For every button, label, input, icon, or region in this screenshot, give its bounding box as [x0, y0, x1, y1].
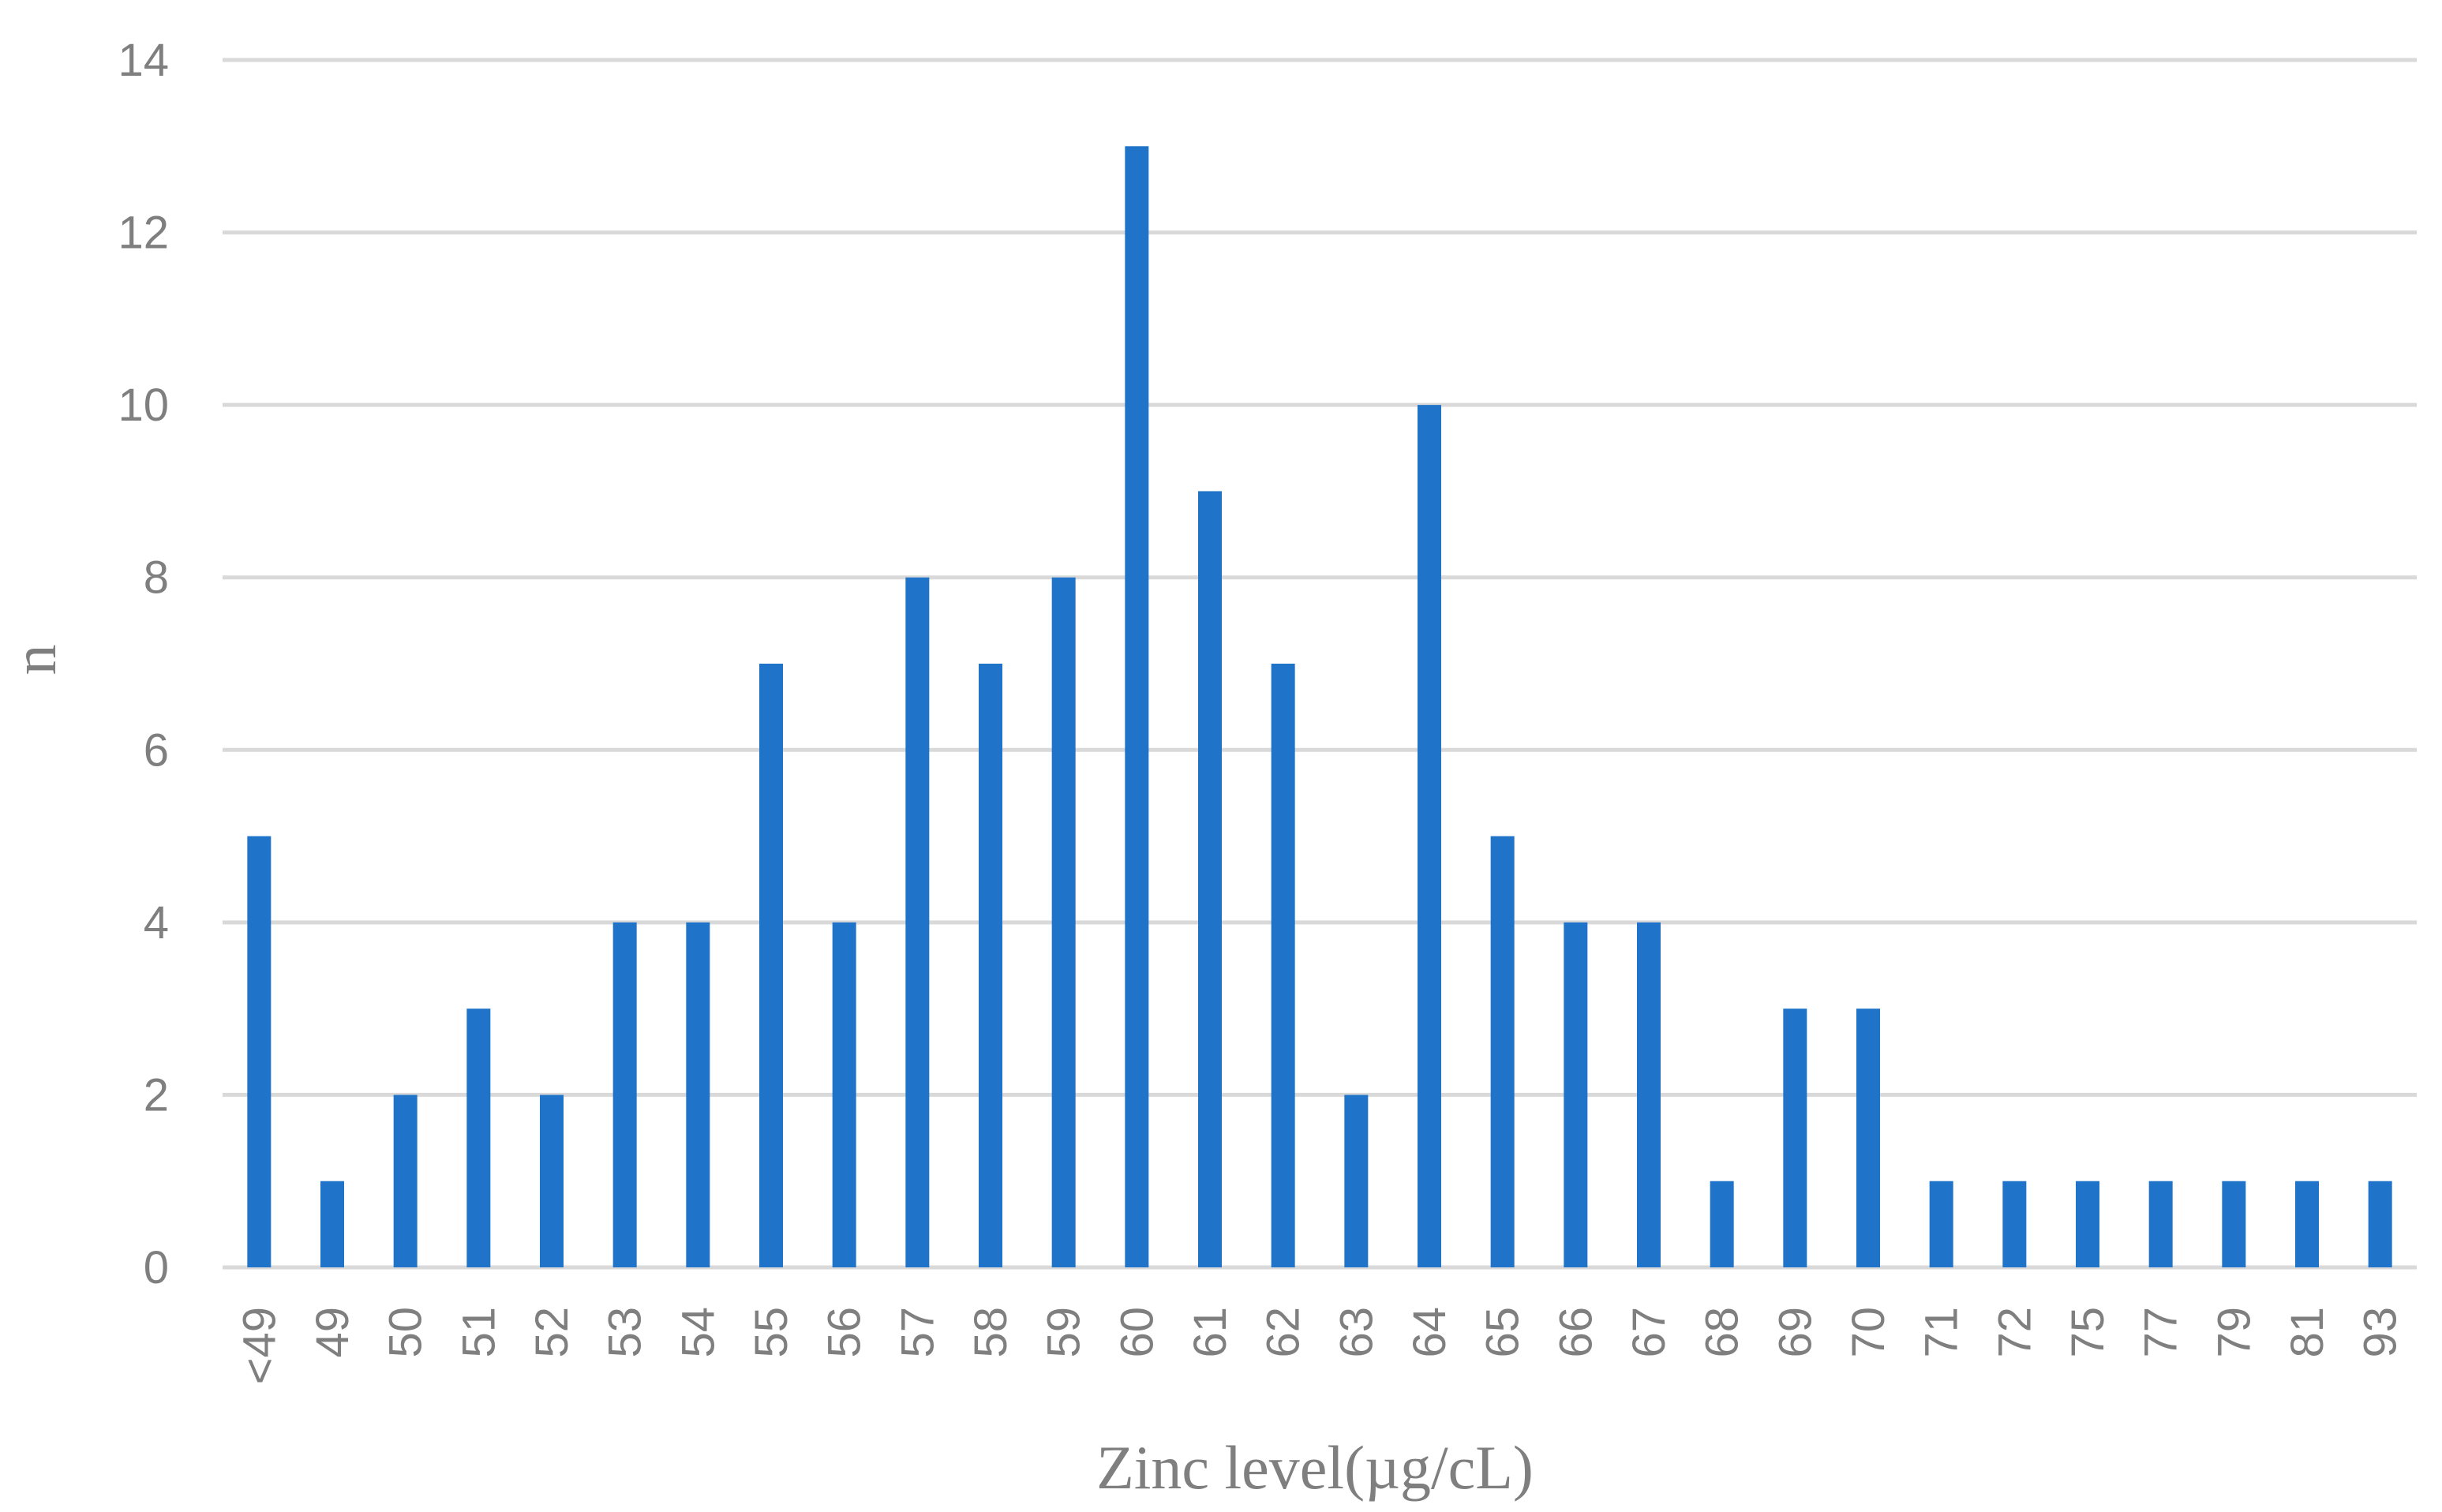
bar-77	[2148, 1181, 2173, 1267]
x-tick-label: 61	[1185, 1307, 1236, 1358]
y-tick-label: 6	[144, 724, 169, 776]
bar-57	[905, 577, 930, 1267]
x-tick-label: 70	[1843, 1307, 1894, 1358]
bar-59	[1051, 577, 1076, 1267]
x-tick-label: 51	[453, 1307, 504, 1358]
x-tick-label: 55	[746, 1307, 797, 1358]
x-tick-label: 56	[819, 1307, 871, 1358]
bar-56	[832, 922, 856, 1267]
bar-51	[466, 1009, 491, 1267]
bar-62	[1271, 664, 1295, 1267]
x-axis-title: Zinc level(µg/cL)	[1096, 1433, 1534, 1502]
bar-68	[1710, 1181, 1734, 1267]
bar-67	[1637, 922, 1661, 1267]
x-tick-label: 93	[2355, 1307, 2406, 1358]
x-tick-label: 59	[1039, 1307, 1090, 1358]
bar-60	[1125, 146, 1149, 1267]
y-tick-label: 10	[118, 380, 169, 431]
bar-81	[2295, 1181, 2319, 1267]
y-tick-label: 12	[118, 208, 169, 259]
x-tick-label: 69	[1770, 1307, 1821, 1358]
bar-72	[2002, 1181, 2027, 1267]
x-tick-label: 75	[2062, 1307, 2114, 1358]
bar-93	[2368, 1181, 2392, 1267]
bar-lt49	[247, 836, 272, 1267]
x-tick-label: <49	[234, 1307, 285, 1384]
bar-65	[1490, 836, 1515, 1267]
x-tick-label: 67	[1624, 1307, 1675, 1358]
bar-61	[1198, 491, 1222, 1267]
bar-70	[1856, 1009, 1880, 1267]
x-tick-label: 66	[1550, 1307, 1601, 1358]
y-tick-label: 2	[144, 1069, 169, 1121]
bar-50	[393, 1095, 418, 1267]
x-tick-label: 53	[600, 1307, 651, 1358]
bar-75	[2076, 1181, 2099, 1267]
x-tick-label: 63	[1331, 1307, 1382, 1358]
x-tick-label: 52	[526, 1307, 578, 1358]
x-tick-label: 68	[1697, 1307, 1748, 1358]
x-tick-label: 72	[1989, 1307, 2040, 1358]
x-tick-label: 71	[1916, 1307, 1968, 1358]
bar-71	[1929, 1181, 1953, 1267]
y-axis-ticks: 0 2 4 6 8 10 12 14	[118, 35, 169, 1293]
x-tick-label: 79	[2208, 1307, 2260, 1358]
x-tick-label: 77	[2136, 1307, 2187, 1358]
x-tick-label: 57	[892, 1307, 943, 1358]
y-axis-title: n	[0, 645, 69, 676]
x-tick-label: 64	[1404, 1307, 1455, 1358]
x-tick-label: 81	[2282, 1307, 2333, 1358]
bar-49	[320, 1181, 344, 1267]
bar-53	[612, 922, 637, 1267]
gridlines	[223, 58, 2417, 1270]
x-axis-ticks: <49 49 50 51 52 53 54 55 56 57 58 59 60 61 62 63 64 65 66 6…	[234, 1307, 2406, 1384]
y-tick-label: 14	[118, 35, 169, 86]
bar-54	[686, 922, 710, 1267]
x-tick-label: 58	[965, 1307, 1017, 1358]
x-tick-label: 62	[1258, 1307, 1309, 1358]
bar-52	[540, 1095, 564, 1267]
x-tick-label: 54	[672, 1307, 724, 1358]
y-tick-label: 0	[144, 1242, 169, 1293]
y-tick-label: 8	[144, 552, 169, 604]
x-tick-label: 50	[380, 1307, 432, 1358]
bar-58	[979, 664, 1002, 1267]
bar-55	[759, 664, 783, 1267]
x-tick-label: 60	[1111, 1307, 1163, 1358]
y-tick-label: 4	[144, 897, 169, 949]
bar-66	[1564, 922, 1588, 1267]
bar-69	[1783, 1009, 1807, 1267]
x-tick-label: 65	[1478, 1307, 1529, 1358]
bar-64	[1418, 405, 1441, 1268]
bar-63	[1344, 1095, 1369, 1267]
bars	[247, 146, 2392, 1268]
bar-79	[2222, 1181, 2246, 1267]
x-tick-label: 49	[307, 1307, 358, 1358]
